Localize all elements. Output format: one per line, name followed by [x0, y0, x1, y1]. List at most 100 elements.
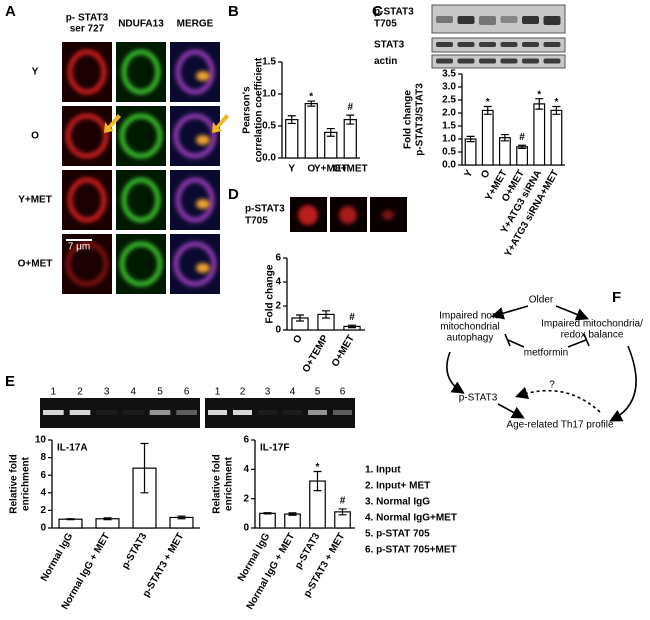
node-metformin: metformin: [524, 348, 568, 359]
gel-band: [208, 410, 227, 415]
significance-marker: #: [519, 132, 525, 143]
node-mitochondria: Impaired mitochondria/: [541, 319, 643, 330]
band: [457, 16, 475, 24]
column-header: NDUFA13: [118, 19, 164, 30]
error-bar: [287, 115, 296, 125]
y-tick-label: 4: [275, 277, 281, 288]
blot-label: STAT3: [374, 40, 405, 51]
lane-number: 3: [104, 387, 110, 398]
gel: [40, 398, 200, 428]
band: [436, 16, 453, 23]
y-tick-label: 1.5: [262, 57, 276, 68]
panel-label: B: [228, 3, 239, 20]
panel-f-diagram: Older Impaired non-mitochondrialautophagy…: [439, 295, 643, 431]
lane-number: 6: [340, 387, 346, 398]
cell: [121, 177, 161, 223]
error-bar: [177, 515, 186, 520]
band: [543, 16, 561, 25]
lane-number: 1: [215, 387, 221, 398]
gel-band: [149, 410, 171, 415]
gel-band: [176, 410, 197, 415]
gel-band: [43, 410, 64, 415]
band: [522, 16, 539, 24]
y-tick-label: 2: [40, 505, 46, 516]
cell: [382, 210, 394, 220]
y-tick-label: 2.0: [442, 108, 456, 119]
y-axis-label: Pearson's: [242, 86, 253, 134]
bar: [481, 109, 494, 166]
band: [500, 42, 518, 47]
error-bar: [307, 100, 316, 107]
error-bar: [326, 127, 335, 137]
band: [500, 16, 518, 23]
significance-marker: *: [316, 462, 320, 473]
significance-marker: *: [309, 92, 313, 103]
y-tick-label: 2.5: [442, 95, 456, 106]
cell: [67, 177, 107, 223]
gel-band: [96, 410, 117, 415]
y-tick-label: 2: [243, 493, 249, 504]
arrow: [490, 305, 529, 320]
y-tick-label: 6: [275, 253, 281, 264]
error-bar: [346, 114, 355, 125]
y-axis-label: correlation coefficient: [254, 57, 265, 162]
hotspot: [196, 263, 210, 273]
legend-item: 5. p-STAT 705: [365, 529, 430, 540]
cell: [175, 49, 215, 95]
y-tick-label: 1.0: [262, 89, 276, 100]
y-tick-label: 0: [40, 523, 46, 534]
gel-band: [123, 410, 144, 415]
y-axis-label: Relative fold: [212, 454, 223, 513]
band: [479, 58, 496, 64]
panel-label: C: [372, 3, 383, 20]
blot: [431, 54, 566, 69]
image-label: T705: [245, 216, 268, 227]
y-tick-label: 0: [275, 325, 281, 336]
blot-label: p-STAT3: [374, 7, 414, 18]
panel-label: E: [5, 373, 15, 390]
row-label: O: [31, 131, 39, 142]
node-older: Older: [529, 295, 554, 306]
hotspot: [196, 135, 210, 145]
lane-number: 6: [184, 387, 190, 398]
node-mitochondria: redox balance: [561, 330, 624, 341]
y-tick-label: 2: [275, 301, 281, 312]
lane-number: 3: [265, 387, 271, 398]
node-th17: Age-related Th17 profile: [506, 420, 614, 431]
chart: 0.0 0.5 1.0 1.5 Pearson's correlation coeffic…: [242, 57, 368, 175]
arrow: [497, 403, 525, 419]
arrow: [446, 351, 465, 394]
gel-band: [333, 410, 352, 415]
significance-marker: *: [537, 89, 541, 100]
column-header: p- STAT3: [66, 13, 109, 24]
error-bar: [552, 105, 561, 115]
cell: [339, 206, 357, 224]
error-bar: [103, 517, 112, 521]
error-bar: [263, 512, 272, 515]
node-pstat3: p-STAT3: [459, 393, 498, 404]
y-tick-label: 0.0: [442, 160, 456, 171]
band: [522, 42, 539, 47]
blot-label: actin: [374, 56, 397, 67]
band: [543, 58, 561, 64]
cell: [65, 113, 109, 159]
blot-label: T705: [374, 19, 397, 30]
lane-number: 4: [131, 387, 137, 398]
y-axis-label: Relative fold: [9, 454, 20, 513]
bar: [464, 138, 477, 166]
error-bar: [466, 135, 475, 143]
y-tick-label: 10: [35, 435, 47, 446]
y-tick-label: 6: [40, 470, 46, 481]
band: [436, 42, 453, 47]
y-tick-label: 4: [40, 487, 46, 498]
lane-number: 5: [157, 387, 163, 398]
significance-marker: *: [554, 97, 558, 108]
y-tick-label: 3.5: [442, 69, 456, 80]
x-tick-label: Y: [463, 168, 476, 180]
y-tick-label: 6: [243, 435, 249, 446]
legend-item: 1. Input: [365, 465, 401, 476]
error-bar: [535, 98, 544, 110]
x-tick-label: Y+MET: [314, 164, 348, 175]
